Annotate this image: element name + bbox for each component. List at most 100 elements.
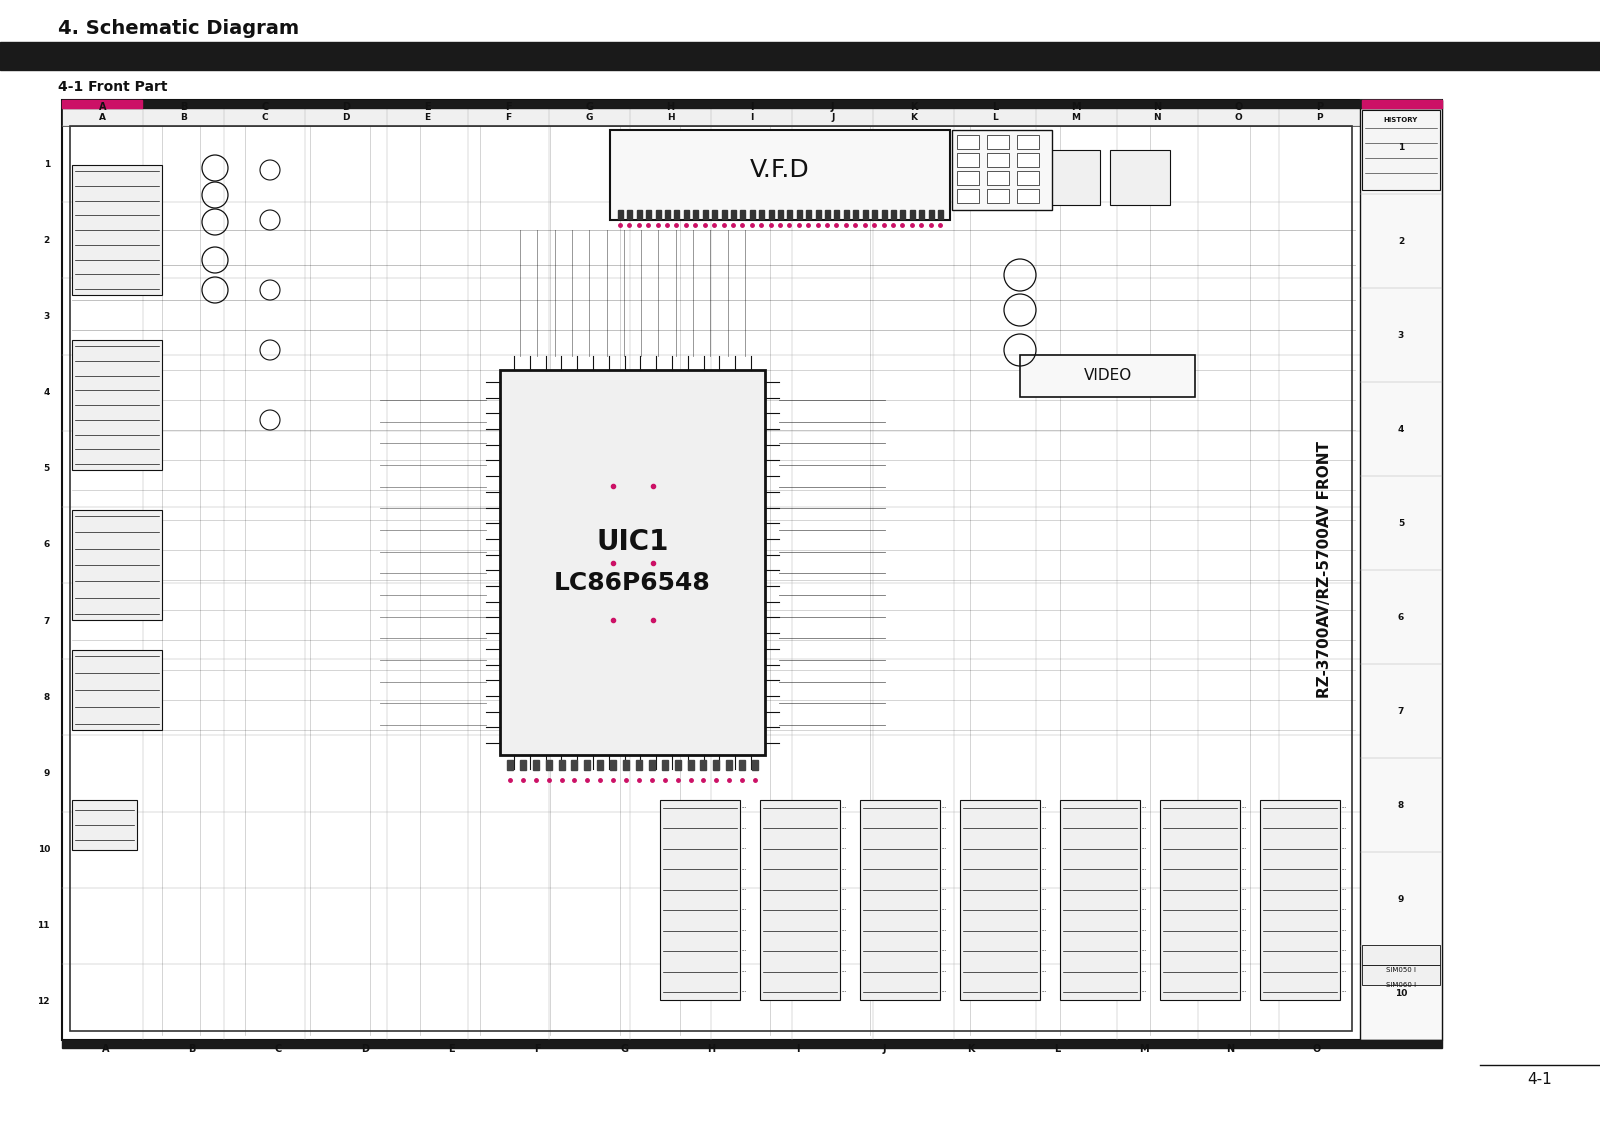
Bar [722, 211, 726, 218]
Text: ---: --- [1142, 928, 1147, 933]
Text: SIM060 I: SIM060 I [1386, 981, 1416, 988]
Bar [752, 760, 758, 770]
Bar [968, 151, 1027, 205]
Bar [558, 760, 565, 770]
Bar [1362, 964, 1440, 985]
Text: ---: --- [842, 847, 848, 851]
Text: 5: 5 [1398, 518, 1405, 528]
Text: 4: 4 [1398, 424, 1405, 434]
Text: ---: --- [742, 887, 747, 892]
Text: ---: --- [1242, 847, 1248, 851]
Text: ---: --- [842, 989, 848, 995]
Bar [72, 165, 162, 295]
Text: ---: --- [1142, 847, 1147, 851]
Bar [683, 211, 690, 218]
Text: ---: --- [1242, 887, 1248, 892]
Bar [646, 211, 651, 218]
Bar [928, 211, 933, 218]
Text: ---: --- [742, 908, 747, 912]
Bar [520, 760, 526, 770]
Text: K: K [966, 1044, 974, 1054]
Text: E: E [424, 102, 430, 112]
Text: ---: --- [1342, 928, 1347, 933]
Bar [910, 211, 915, 218]
Text: L: L [992, 112, 998, 121]
Bar [1362, 945, 1440, 964]
Text: 6: 6 [43, 540, 50, 549]
Bar [688, 760, 693, 770]
Text: UIC1: UIC1 [597, 529, 669, 557]
Bar [675, 211, 680, 218]
Text: V.F.D: V.F.D [750, 158, 810, 182]
Text: 3: 3 [43, 312, 50, 320]
Text: ---: --- [942, 989, 947, 995]
Bar [1018, 171, 1038, 185]
Text: E: E [448, 1044, 454, 1054]
Bar [957, 135, 979, 149]
Text: ---: --- [842, 826, 848, 831]
Text: O: O [1234, 102, 1243, 112]
Bar [758, 211, 765, 218]
Text: ---: --- [942, 867, 947, 872]
Text: M: M [1139, 1044, 1149, 1054]
Text: ---: --- [1042, 826, 1048, 831]
Bar [637, 211, 642, 218]
Text: 8: 8 [1398, 800, 1405, 809]
Bar [650, 760, 654, 770]
Text: ---: --- [842, 887, 848, 892]
Text: E: E [424, 112, 430, 121]
Text: 12: 12 [37, 997, 50, 1006]
Text: 11: 11 [37, 921, 50, 931]
Text: ---: --- [1142, 949, 1147, 953]
Bar [1018, 189, 1038, 203]
Bar [0, 60, 1600, 70]
Text: 4-1 Front Part: 4-1 Front Part [58, 80, 168, 94]
Text: 2: 2 [43, 235, 50, 245]
Bar [0, 42, 1600, 60]
Bar [618, 211, 622, 218]
Bar [72, 800, 138, 850]
Text: M: M [1072, 112, 1080, 121]
Bar [987, 135, 1010, 149]
Text: ---: --- [1242, 806, 1248, 811]
Bar [952, 130, 1053, 211]
Bar [806, 211, 811, 218]
Text: ---: --- [742, 826, 747, 831]
Text: ---: --- [1342, 826, 1347, 831]
Text: ---: --- [1242, 969, 1248, 974]
Bar [1261, 800, 1341, 1000]
Text: ---: --- [1242, 826, 1248, 831]
Bar [622, 760, 629, 770]
Text: ---: --- [742, 867, 747, 872]
Text: H: H [666, 102, 675, 112]
Text: ---: --- [842, 949, 848, 953]
Bar [701, 760, 707, 770]
Text: ---: --- [942, 928, 947, 933]
Text: ---: --- [1342, 908, 1347, 912]
Bar [816, 211, 821, 218]
Text: J: J [882, 1044, 886, 1054]
Text: 2: 2 [1398, 237, 1405, 246]
Text: K: K [910, 102, 917, 112]
Text: ---: --- [742, 969, 747, 974]
Text: ---: --- [1242, 949, 1248, 953]
Text: A: A [101, 1044, 109, 1054]
Text: ---: --- [842, 867, 848, 872]
Text: F: F [534, 1044, 541, 1054]
Bar [1018, 135, 1038, 149]
Text: N: N [1226, 1044, 1234, 1054]
Bar [1018, 153, 1038, 168]
Bar [62, 100, 1442, 108]
Bar [571, 760, 578, 770]
Text: ---: --- [1142, 867, 1147, 872]
Text: J: J [830, 102, 835, 112]
Text: C: C [261, 112, 269, 121]
Bar [1362, 110, 1440, 190]
Text: HISTORY: HISTORY [1384, 117, 1418, 123]
Text: ---: --- [1142, 908, 1147, 912]
Text: 1: 1 [1398, 143, 1405, 152]
Bar [862, 211, 867, 218]
Bar [918, 211, 925, 218]
Text: G: G [621, 1044, 629, 1054]
Text: B: B [179, 102, 187, 112]
